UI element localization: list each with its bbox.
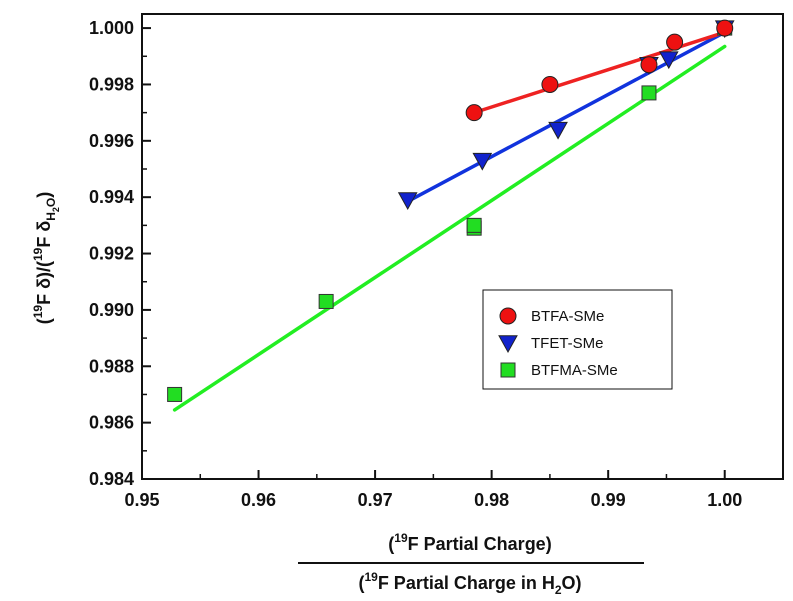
legend-marker-tfet-sme: [498, 335, 518, 354]
point-tfet-sme: [472, 152, 493, 171]
y-tick-label: 0.990: [89, 300, 134, 320]
fit-line-btfma-sme: [172, 44, 727, 412]
x-tick-label: 1.00: [707, 490, 742, 510]
point-btfma-sme: [167, 386, 183, 402]
point-btfma-sme: [466, 217, 482, 233]
axes: 0.95 0.96 0.97 0.98 0.99 1.00 0.984 0.986 0.988 0…: [89, 13, 784, 510]
y-tick-label: 0.996: [89, 131, 134, 151]
fit-line-tfet-sme: [405, 30, 727, 204]
y-tick-label: 0.988: [89, 356, 134, 376]
x-axis-label: (19F Partial Charge) (19F Partial Charge…: [298, 531, 644, 597]
point-btfa-sme: [640, 56, 658, 74]
legend-label-tfet-sme: TFET-SMe: [531, 335, 604, 352]
point-btfa-sme: [541, 75, 559, 93]
point-btfma-sme: [318, 293, 334, 309]
y-tick-label: 0.994: [89, 187, 134, 207]
point-btfa-sme: [666, 33, 684, 51]
x-axis-label-denominator: (19F Partial Charge in H2O): [358, 570, 581, 597]
y-tick-label: 0.992: [89, 244, 134, 264]
point-btfma-sme: [641, 85, 657, 101]
x-tick-label: 0.95: [124, 490, 159, 510]
y-tick-label: 0.998: [89, 74, 134, 94]
x-axis-label-numerator: (19F Partial Charge): [388, 531, 551, 554]
y-tick-label: 0.986: [89, 413, 134, 433]
x-tick-label: 0.97: [358, 490, 393, 510]
legend-marker-btfa-sme: [499, 307, 517, 325]
point-btfa-sme: [716, 19, 734, 37]
x-tick-label: 0.99: [591, 490, 626, 510]
legend-marker-btfma-sme: [500, 362, 516, 378]
fit-line-btfa-sme: [472, 30, 727, 115]
y-tick-label: 0.984: [89, 469, 134, 489]
legend-label-btfa-sme: BTFA-SMe: [531, 308, 604, 325]
legend: BTFA-SMe TFET-SMe BTFMA-SMe: [482, 289, 673, 390]
plot-frame: [141, 13, 784, 480]
x-tick-label: 0.96: [241, 490, 276, 510]
legend-label-btfma-sme: BTFMA-SMe: [531, 362, 618, 379]
point-btfa-sme: [465, 104, 483, 122]
y-axis-label: (19F δ)/(19F δH2O): [31, 192, 61, 325]
x-tick-label: 0.98: [474, 490, 509, 510]
point-tfet-sme: [548, 121, 568, 140]
data-points: [167, 19, 735, 402]
y-tick-label: 1.000: [89, 18, 134, 38]
point-tfet-sme: [397, 192, 418, 211]
point-tfet-sme: [658, 51, 679, 70]
